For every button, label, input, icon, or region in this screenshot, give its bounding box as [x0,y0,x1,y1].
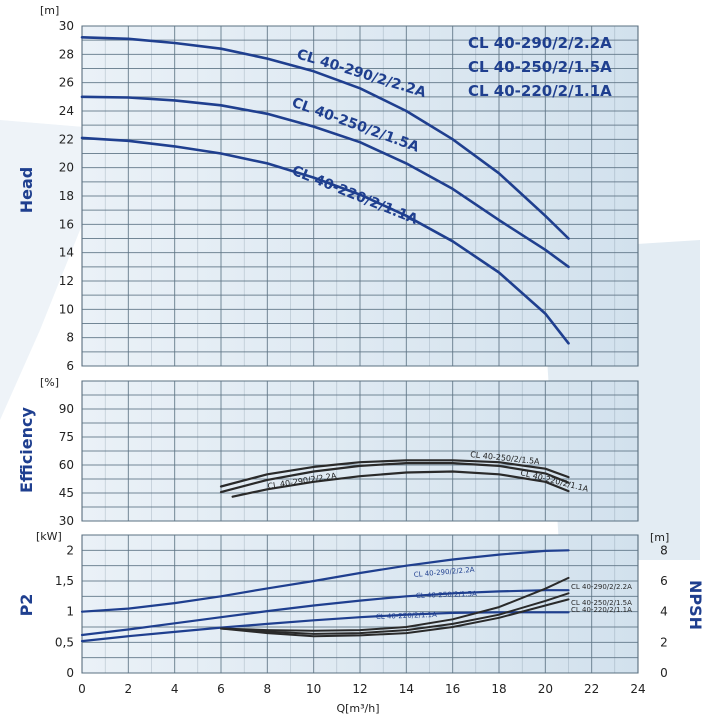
power-curve-label: CL 40-250/2/1.5A [571,599,632,607]
npsh-tick-label: 2 [660,635,668,649]
x-tick-label: 24 [630,682,645,696]
head-tick-label: 26 [59,76,74,90]
grid-layer [82,25,638,674]
npsh-tick-label: 4 [660,605,668,619]
power-curve-label: CL 40-250/2/1.5A [416,590,477,600]
x-tick-label: 2 [125,682,133,696]
head-tick-label: 20 [59,161,74,175]
npsh-tick-label: 8 [660,543,668,557]
p2-tick-label: 1 [66,605,74,619]
head-curve-0 [80,36,570,240]
x-tick-label: 18 [491,682,506,696]
legend-entry: CL 40-250/2/1.5A [468,58,612,76]
head-tick-label: 16 [59,217,74,231]
p2-tick-label: 0 [66,666,74,680]
head-tick-label: 6 [66,359,74,373]
head-tick-label: 22 [59,132,74,146]
efficiency-tick-label: 75 [59,430,74,444]
efficiency-tick-label: 45 [59,486,74,500]
head-tick-label: 10 [59,302,74,316]
x-tick-label: 4 [171,682,179,696]
x-tick-label: 16 [445,682,460,696]
legend-entry: CL 40-220/2/1.1A [468,82,612,100]
efficiency-tick-label: 30 [59,514,74,528]
npsh-tick-label: 6 [660,574,668,588]
head-tick-label: 18 [59,189,74,203]
p2-unit-label: [kW] [36,530,62,543]
x-tick-label: 8 [264,682,272,696]
head-tick-label: 30 [59,19,74,33]
efficiency-tick-label: 60 [59,458,74,472]
x-tick-label: 0 [78,682,86,696]
npsh-curve-4 [220,592,570,635]
head-tick-label: 8 [66,331,74,345]
head-unit-label: [m] [40,4,59,17]
head-axis-title: Head [17,167,36,214]
x-tick-label: 20 [538,682,553,696]
head-curve-1 [80,95,570,269]
power-curve-label: CL 40-220/2/1.1A [376,611,437,621]
p2-axis-title: P2 [17,594,36,617]
npsh-curve-3 [220,576,570,632]
head-tick-label: 24 [59,104,74,118]
npsh-axis-title: NPSH [686,580,703,630]
npsh-unit-label: [m] [650,531,669,544]
x-tick-label: 6 [217,682,225,696]
x-tick-label: 12 [352,682,367,696]
head-curve-2 [80,136,570,345]
head-tick-label: 28 [59,47,74,61]
legend-entry: CL 40-290/2/2.2A [468,34,612,52]
x-axis-label: Q[m³/h] [336,702,379,715]
curves-layer [80,36,570,643]
npsh-tick-label: 0 [660,666,668,680]
p2-curve-0 [80,549,570,613]
efficiency-tick-label: 90 [59,402,74,416]
power-curve-label: CL 40-290/2/2.2A [571,583,632,591]
efficiency-unit-label: [%] [40,376,59,389]
x-tick-label: 10 [306,682,321,696]
p2-curve-1 [80,589,570,637]
efficiency-curve-2 [231,470,570,498]
npsh-curve-5 [220,598,570,638]
x-tick-label: 14 [399,682,414,696]
efficiency-curve-0 [219,462,570,494]
head-tick-label: 12 [59,274,74,288]
efficiency-curve-1 [219,459,570,488]
head-tick-label: 14 [59,246,74,260]
efficiency-axis-title: Efficiency [17,406,36,492]
p2-tick-label: 2 [66,543,74,557]
power-curve-label: CL 40-220/2/1.1A [571,606,632,614]
p2-tick-label: 0,5 [55,635,74,649]
x-tick-label: 22 [584,682,599,696]
p2-tick-label: 1,5 [55,574,74,588]
